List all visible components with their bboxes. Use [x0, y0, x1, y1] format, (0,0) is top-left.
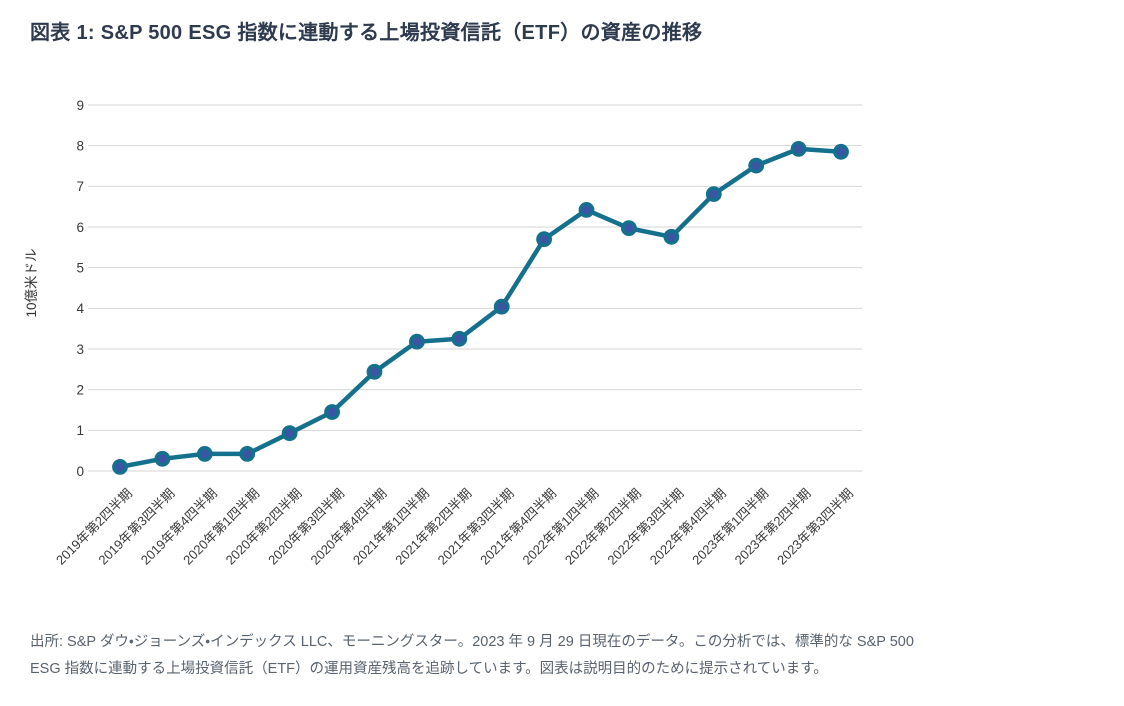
data-point-marker: [790, 140, 807, 157]
data-point-marker: [154, 450, 171, 467]
x-axis-label: 2022年第4四半期: [647, 486, 729, 568]
x-axis-label: 2023年第1四半期: [689, 486, 771, 568]
data-point-marker: [705, 186, 722, 202]
x-axis-label: 2019年第4四半期: [138, 486, 220, 568]
x-axis-label: 2022年第2四半期: [562, 486, 644, 568]
y-tick-label: 0: [76, 464, 84, 479]
data-point-marker: [621, 220, 637, 237]
x-axis-label: 2023年第3四半期: [774, 486, 856, 568]
data-point-marker: [493, 298, 510, 315]
data-point-marker: [663, 228, 680, 245]
data-point-marker: [833, 143, 849, 160]
source-note-line2: ESG 指数に連動する上場投資信託（ETF）の運用資産残高を追跡しています。図表…: [30, 661, 828, 677]
x-axis-label: 2019年第2四半期: [53, 486, 135, 568]
data-point-marker: [324, 404, 340, 420]
x-axis-label: 2020年第2四半期: [223, 486, 305, 568]
y-tick-label: 4: [76, 301, 84, 316]
x-axis-label: 2021年第4四半期: [477, 486, 559, 568]
data-point-marker: [281, 425, 298, 442]
data-point-marker: [239, 445, 256, 462]
x-axis-label: 2023年第2四半期: [732, 486, 814, 568]
x-axis-label: 2022年第1四半期: [519, 486, 601, 568]
x-axis-label: 2021年第2四半期: [392, 486, 474, 568]
x-axis-label: 2022年第3四半期: [604, 486, 686, 568]
chart-title: 図表 1: S&P 500 ESG 指数に連動する上場投資信託（ETF）の資産の…: [30, 22, 703, 44]
data-point-marker: [578, 201, 595, 218]
y-tick-label: 8: [76, 138, 84, 153]
data-point-marker: [536, 231, 552, 248]
y-tick-label: 2: [76, 382, 84, 397]
data-point-marker: [451, 330, 468, 347]
data-point-marker: [748, 157, 765, 174]
data-point-marker: [196, 445, 213, 462]
x-axis-label: 2021年第3四半期: [435, 486, 517, 568]
x-axis-label: 2020年第3四半期: [265, 486, 347, 568]
y-tick-label: 7: [76, 179, 84, 194]
x-axis-label: 2021年第1四半期: [350, 486, 432, 568]
y-tick-label: 5: [76, 260, 84, 275]
x-axis-label: 2019年第3四半期: [95, 486, 177, 568]
source-note-line1: 出所: S&P ダウ・ジョーンズ・インデックス LLC、モーニングスター。202…: [30, 634, 914, 650]
y-tick-label: 1: [76, 423, 84, 438]
source-note: 出所: S&P ダウ・ジョーンズ・インデックス LLC、モーニングスター。202…: [30, 629, 1102, 683]
data-point-marker: [408, 333, 425, 350]
y-tick-label: 3: [76, 342, 84, 357]
x-axis-label: 2020年第1四半期: [180, 486, 262, 568]
data-point-marker: [112, 458, 128, 475]
data-point-marker: [366, 363, 383, 380]
y-tick-label: 6: [76, 220, 84, 235]
y-axis-title: 10億米ドル: [24, 248, 39, 317]
x-axis-label: 2020年第4四半期: [307, 486, 389, 568]
y-tick-label: 9: [76, 98, 84, 113]
